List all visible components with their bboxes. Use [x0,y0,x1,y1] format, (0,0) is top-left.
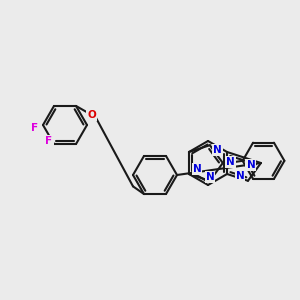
Text: N: N [247,160,255,170]
Text: N: N [236,171,244,181]
Text: N: N [226,157,235,167]
Text: F: F [32,123,39,133]
Text: N: N [206,172,214,182]
Text: N: N [193,164,201,174]
Text: F: F [45,136,52,146]
Text: O: O [87,110,96,120]
Text: N: N [214,145,222,155]
